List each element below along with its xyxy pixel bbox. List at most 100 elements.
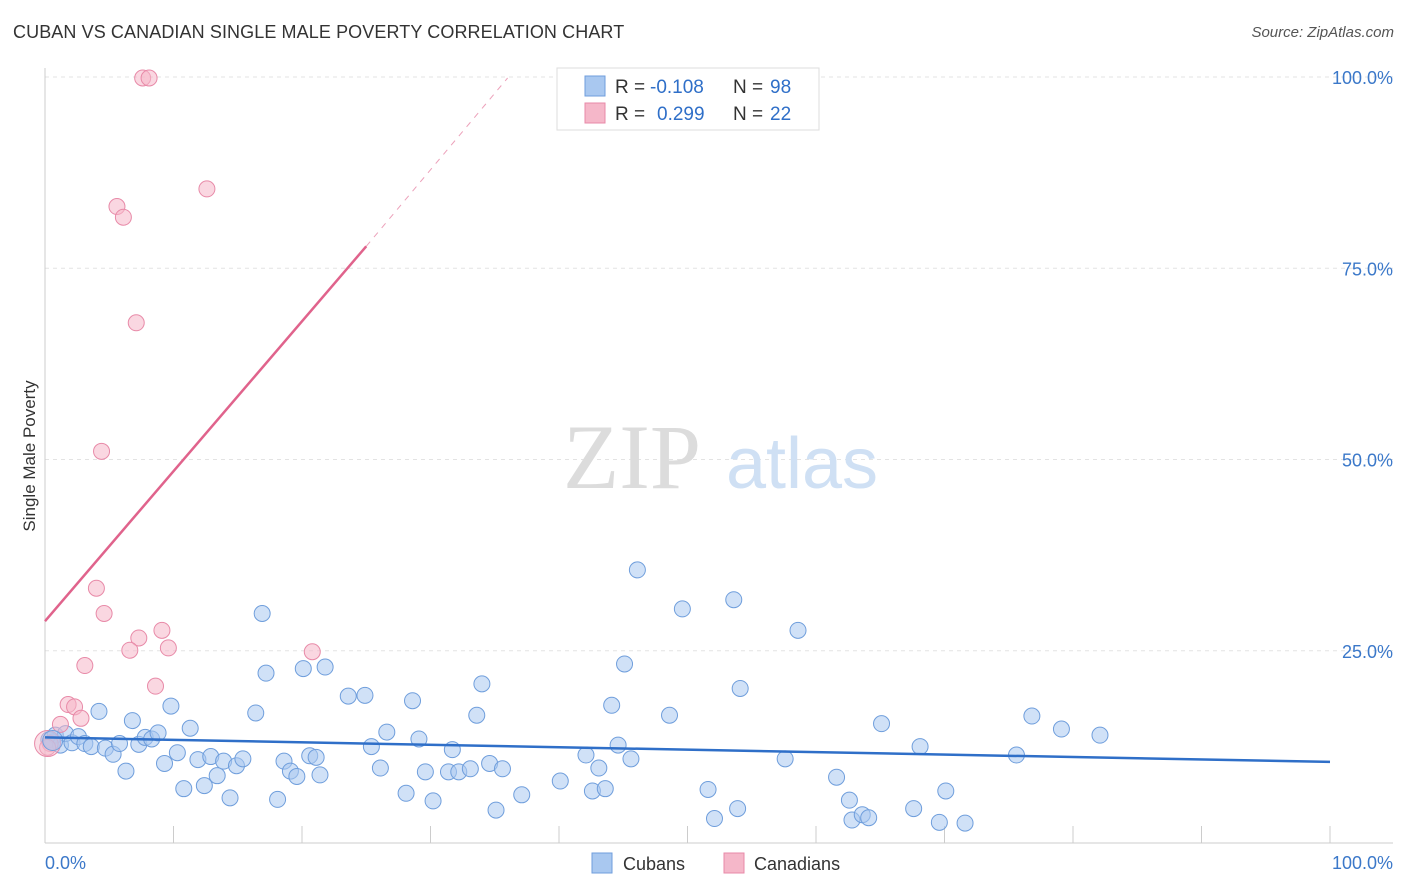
watermark-atlas: atlas — [726, 424, 878, 504]
point-cubans-43 — [316, 658, 334, 676]
point-cubans-83 — [828, 768, 846, 786]
point-cubans-65 — [577, 746, 595, 764]
point-cubans-21 — [168, 744, 186, 762]
point-cubans-42 — [311, 766, 329, 784]
point-cubans-47 — [371, 759, 389, 777]
point-canadians-15 — [147, 677, 165, 695]
point-cubans-95 — [1023, 707, 1041, 725]
point-cubans-20 — [162, 697, 180, 715]
point-cubans-52 — [416, 763, 434, 781]
trend-line-cubans — [44, 736, 1331, 764]
point-canadians-2 — [198, 180, 216, 198]
x-tick-label-0: 0.0% — [45, 853, 86, 873]
point-cubans-53 — [424, 792, 442, 810]
point-cubans-80 — [731, 679, 749, 697]
legend-n-label-canadians: N = — [733, 104, 763, 125]
point-canadians-8 — [95, 605, 113, 622]
y-tick-label-25: 25.0% — [1342, 642, 1393, 662]
chart-source: Source: ZipAtlas.com — [1251, 24, 1394, 41]
point-cubans-75 — [673, 600, 691, 618]
point-canadians-4 — [114, 208, 132, 226]
correlation-legend: R = -0.108 N = 98 R = 0.299 N = 22 — [556, 67, 820, 131]
point-canadians-1 — [140, 69, 158, 87]
trend-line-extension-canadians — [365, 77, 508, 247]
point-cubans-63 — [513, 786, 531, 804]
point-cubans-32 — [247, 704, 265, 722]
point-cubans-45 — [356, 686, 374, 704]
point-cubans-27 — [208, 767, 226, 785]
point-cubans-34 — [257, 664, 275, 682]
point-cubans-67 — [590, 759, 608, 777]
legend-bottom-swatch-cubans[interactable] — [591, 852, 613, 874]
point-canadians-14 — [76, 657, 94, 675]
point-cubans-13 — [117, 762, 135, 780]
point-cubans-cluster — [42, 729, 64, 751]
point-cubans-68 — [596, 780, 614, 798]
y-axis-label: Single Male Poverty — [20, 380, 39, 532]
x-tick-label-100: 100.0% — [1332, 853, 1393, 873]
axes — [44, 68, 1393, 844]
legend-n-label-cubans: N = — [733, 77, 763, 98]
point-canadians-9 — [153, 621, 171, 639]
point-cubans-89 — [905, 800, 923, 818]
point-cubans-96 — [1052, 720, 1070, 738]
point-cubans-41 — [307, 748, 325, 766]
point-cubans-23 — [181, 719, 199, 737]
point-cubans-58 — [468, 706, 486, 724]
legend-bottom-label-canadians[interactable]: Canadians — [754, 854, 840, 874]
point-cubans-44 — [339, 687, 357, 705]
svg-text:R =: R = — [615, 77, 645, 98]
chart-title: CUBAN VS CANADIAN SINGLE MALE POVERTY CO… — [13, 22, 625, 42]
point-cubans-87 — [860, 809, 878, 827]
point-canadians-7 — [87, 579, 105, 597]
point-cubans-79 — [729, 800, 747, 818]
point-cubans-19 — [156, 754, 174, 772]
watermark: ZIP atlas — [563, 406, 878, 508]
point-cubans-51 — [410, 730, 428, 748]
point-cubans-64 — [551, 772, 569, 790]
point-cubans-72 — [622, 750, 640, 768]
point-cubans-88 — [873, 715, 891, 733]
legend-r-value-cubans: -0.108 — [650, 77, 704, 98]
y-tick-label-50: 50.0% — [1342, 451, 1393, 471]
point-cubans-8 — [82, 738, 100, 756]
point-cubans-35 — [269, 790, 287, 808]
y-tick-label-100: 100.0% — [1332, 68, 1393, 88]
trend-line-canadians — [44, 245, 368, 622]
legend-bottom-label-cubans[interactable]: Cubans — [623, 854, 685, 874]
point-cubans-74 — [661, 706, 679, 724]
point-cubans-22 — [175, 780, 193, 798]
point-cubans-38 — [288, 767, 306, 785]
point-cubans-91 — [930, 813, 948, 831]
point-cubans-97 — [1091, 726, 1109, 744]
point-cubans-39 — [294, 660, 312, 678]
point-cubans-18 — [149, 724, 167, 742]
point-canadians-10 — [130, 629, 148, 647]
point-cubans-92 — [937, 782, 955, 800]
legend-r-label-cubans: R = — [615, 77, 645, 98]
point-cubans-77 — [705, 810, 723, 828]
point-cubans-61 — [487, 801, 505, 819]
point-cubans-46 — [362, 738, 380, 756]
legend-bottom-swatch-canadians[interactable] — [723, 852, 745, 874]
point-cubans-49 — [397, 784, 415, 802]
point-cubans-69 — [603, 696, 621, 714]
legend-swatch-cubans — [584, 75, 606, 97]
point-canadians-18 — [72, 709, 90, 727]
point-cubans-14 — [123, 712, 141, 730]
point-cubans-84 — [840, 791, 858, 809]
point-cubans-31 — [234, 750, 252, 768]
trend-lines — [44, 77, 1331, 764]
point-cubans-90 — [911, 738, 929, 756]
legend-r-label-canadians: R = — [615, 104, 645, 125]
y-tick-label-75: 75.0% — [1342, 259, 1393, 279]
point-cubans-59 — [473, 675, 491, 693]
point-cubans-78 — [725, 591, 743, 609]
point-cubans-62 — [493, 760, 511, 778]
legend-n-value-cubans: 98 — [770, 77, 791, 98]
data-points — [34, 69, 1109, 832]
point-cubans-33 — [253, 605, 271, 622]
point-cubans-81 — [776, 750, 794, 768]
point-canadians-12 — [121, 641, 139, 659]
